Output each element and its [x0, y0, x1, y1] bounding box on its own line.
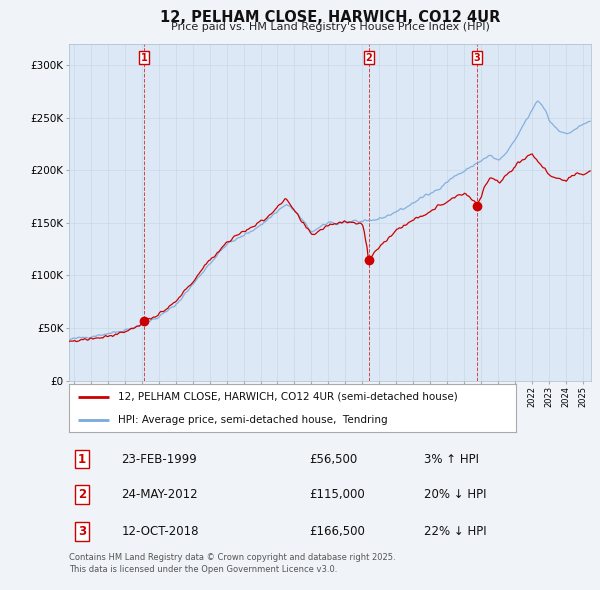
- Text: 3: 3: [78, 525, 86, 539]
- Text: 3: 3: [474, 53, 481, 63]
- Text: 12, PELHAM CLOSE, HARWICH, CO12 4UR: 12, PELHAM CLOSE, HARWICH, CO12 4UR: [160, 10, 500, 25]
- Text: 1: 1: [78, 453, 86, 466]
- Text: Price paid vs. HM Land Registry's House Price Index (HPI): Price paid vs. HM Land Registry's House …: [170, 22, 490, 32]
- Text: £115,000: £115,000: [309, 489, 365, 502]
- Text: £166,500: £166,500: [309, 525, 365, 539]
- Text: 2: 2: [78, 489, 86, 502]
- Text: 24-MAY-2012: 24-MAY-2012: [121, 489, 198, 502]
- Text: 20% ↓ HPI: 20% ↓ HPI: [424, 489, 487, 502]
- Text: HPI: Average price, semi-detached house,  Tendring: HPI: Average price, semi-detached house,…: [118, 415, 388, 425]
- Text: 1: 1: [141, 53, 148, 63]
- Text: 3% ↑ HPI: 3% ↑ HPI: [424, 453, 479, 466]
- Text: 2: 2: [365, 53, 372, 63]
- Text: 22% ↓ HPI: 22% ↓ HPI: [424, 525, 487, 539]
- Text: £56,500: £56,500: [309, 453, 358, 466]
- Text: 12-OCT-2018: 12-OCT-2018: [121, 525, 199, 539]
- Text: Contains HM Land Registry data © Crown copyright and database right 2025.
This d: Contains HM Land Registry data © Crown c…: [69, 553, 395, 574]
- Text: 12, PELHAM CLOSE, HARWICH, CO12 4UR (semi-detached house): 12, PELHAM CLOSE, HARWICH, CO12 4UR (sem…: [118, 392, 458, 402]
- Text: 23-FEB-1999: 23-FEB-1999: [121, 453, 197, 466]
